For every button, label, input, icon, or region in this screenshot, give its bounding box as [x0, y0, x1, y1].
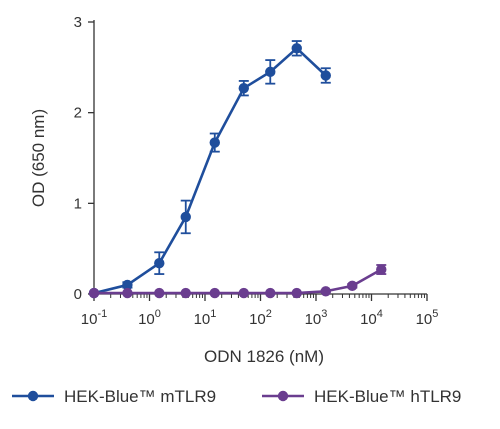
y-tick-label: 0: [74, 286, 82, 303]
x-tick-base: 10: [138, 311, 155, 328]
y-axis-label: OD (650 nm): [29, 109, 48, 207]
x-tick-exponent: 4: [377, 308, 383, 320]
data-point: [209, 287, 220, 299]
legend-swatch-marker: [277, 390, 289, 402]
series-1: [88, 40, 331, 299]
x-tick-base: 10: [360, 311, 377, 328]
data-point: [209, 137, 220, 148]
series-line: [93, 46, 327, 295]
x-tick-exponent: 2: [266, 308, 272, 320]
x-tick-label: 103: [305, 308, 328, 328]
data-point: [88, 287, 100, 299]
x-tick-exponent: 5: [432, 308, 438, 320]
data-point: [154, 287, 165, 299]
data-point: [320, 286, 331, 297]
data-point: [238, 82, 249, 94]
data-point: [347, 280, 358, 292]
x-tick-base: 10: [81, 311, 98, 328]
series-layer: [88, 40, 387, 299]
x-tick-base: 10: [305, 311, 322, 328]
data-point: [122, 287, 133, 299]
data-point: [154, 257, 165, 269]
data-point: [180, 287, 191, 299]
data-point: [291, 43, 302, 54]
data-point: [238, 287, 249, 299]
x-tick-label: 101: [194, 308, 217, 328]
x-tick-base: 10: [194, 311, 211, 328]
data-point: [122, 279, 133, 291]
series-2: [88, 264, 387, 299]
x-tick-exponent: 0: [155, 308, 161, 320]
data-point: [291, 287, 302, 299]
legend-item: HEK-Blue™ mTLR9: [12, 387, 216, 406]
x-tick-label: 102: [249, 308, 272, 328]
x-tick-label: 10-1: [81, 308, 107, 328]
x-tick-exponent: -1: [97, 308, 107, 320]
x-tick-label: 104: [360, 308, 383, 328]
data-point: [320, 70, 331, 81]
x-axis-label: ODN 1826 (nM): [204, 347, 324, 366]
x-tick-exponent: 1: [210, 308, 216, 320]
data-point: [265, 287, 276, 299]
data-point: [180, 211, 191, 223]
data-point: [376, 264, 387, 275]
x-tick-label: 105: [416, 308, 439, 328]
y-tick-label: 1: [74, 195, 82, 212]
y-tick-label: 2: [74, 105, 82, 122]
legend-item: HEK-Blue™ hTLR9: [262, 387, 461, 406]
x-tick-base: 10: [416, 311, 433, 328]
legend-swatch-marker: [27, 390, 39, 402]
x-tick-exponent: 3: [321, 308, 327, 320]
series-line: [94, 268, 382, 295]
x-tick-label: 100: [138, 308, 161, 328]
x-tick-base: 10: [249, 311, 266, 328]
y-tick-label: 3: [74, 14, 82, 31]
legend: HEK-Blue™ mTLR9 HEK-Blue™ hTLR9: [12, 387, 461, 406]
legend-label: HEK-Blue™ hTLR9: [314, 387, 461, 406]
legend-label: HEK-Blue™ mTLR9: [64, 387, 216, 406]
data-point: [265, 66, 276, 78]
